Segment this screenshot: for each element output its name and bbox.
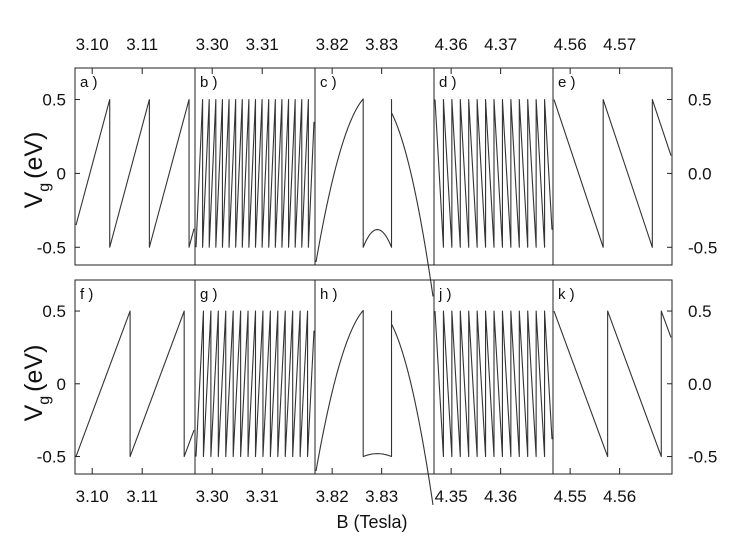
- trace: [553, 310, 672, 458]
- panel-label: b ): [200, 74, 218, 91]
- panel-f: f ): [74, 279, 196, 475]
- trace: [75, 310, 195, 458]
- panel-row-top: a ) b ) c ) d ) e ) 0.5 0.5 0 0.0 -0.5 -0.5: [37, 67, 717, 297]
- panel-e: e ): [552, 67, 673, 266]
- x-tick-label: 3.10: [76, 487, 109, 506]
- panel-label: f ): [80, 286, 93, 303]
- x-tick-label: 3.10: [76, 35, 109, 54]
- y-label-symbol: V: [20, 404, 48, 421]
- panel-frame: [314, 67, 435, 266]
- panel-g: g ): [194, 279, 316, 475]
- panel-frame: [552, 279, 673, 475]
- x-tick-label: 3.83: [365, 35, 398, 54]
- trace: [315, 98, 434, 297]
- top-axis-tick-labels: 3.10 3.11 3.30 3.31 3.82 3.83 4.36 4.37 4.56 4.57: [76, 35, 636, 74]
- x-tick-label: 4.56: [554, 35, 587, 54]
- svg-text:Vg(eV): Vg (eV): [20, 132, 53, 209]
- y-tick-label-right: -0.5: [688, 448, 717, 467]
- trace: [315, 309, 434, 506]
- y-label-symbol: V: [20, 191, 48, 208]
- panel-label: c ): [320, 74, 337, 91]
- trace: [195, 98, 315, 248]
- y-tick-label-right: 0.5: [688, 302, 712, 321]
- y-axis-label-bottom: Vg (eV): [20, 345, 53, 422]
- y-label-subscript: g: [36, 396, 53, 405]
- panel-label: e ): [558, 74, 576, 91]
- x-tick-label: 4.55: [554, 487, 587, 506]
- x-tick-label: 3.82: [316, 35, 349, 54]
- trace: [195, 310, 315, 458]
- y-tick-label-left: 0: [57, 375, 66, 394]
- panel-d: d ): [433, 67, 554, 266]
- x-tick-label: 4.37: [484, 35, 517, 54]
- panel-label: d ): [439, 74, 457, 91]
- x-tick-label: 4.57: [603, 35, 636, 54]
- x-tick-label: 3.31: [246, 35, 279, 54]
- x-tick-label: 3.31: [246, 487, 279, 506]
- panel-h: h ): [314, 279, 435, 506]
- bottom-axis-tick-labels: 3.10 3.11 3.30 3.31 3.82 3.83 4.35 4.36 4.55 4.56: [76, 468, 636, 506]
- x-tick-label: 3.30: [196, 487, 229, 506]
- trace: [434, 98, 553, 248]
- x-tick-label: 3.30: [196, 35, 229, 54]
- x-tick-label: 4.35: [435, 487, 468, 506]
- panel-label: h ): [320, 286, 338, 303]
- y-tick-label-left: 0: [57, 164, 66, 183]
- y-tick-label-left: -0.5: [37, 448, 66, 467]
- panel-frame: [314, 279, 435, 475]
- y-tick-label-left: 0.5: [42, 302, 66, 321]
- x-tick-label: 4.36: [484, 487, 517, 506]
- y-tick-label-right: 0.0: [688, 164, 712, 183]
- y-label-unit: (eV): [20, 345, 48, 392]
- y-tick-label-right: 0.5: [688, 91, 712, 110]
- trace: [75, 98, 195, 248]
- panel-c: c ): [314, 67, 435, 297]
- panel-label: a ): [80, 74, 98, 91]
- y-label-unit: (eV): [20, 132, 48, 179]
- y-tick-label-right: -0.5: [688, 238, 717, 257]
- panel-k: k ): [552, 279, 673, 475]
- x-tick-label: 3.11: [126, 35, 158, 54]
- y-tick-label-left: 0.5: [42, 91, 66, 110]
- panel-j: j ): [433, 279, 554, 475]
- trace: [434, 310, 553, 458]
- x-tick-label: 3.82: [316, 487, 349, 506]
- panel-frame: [552, 67, 673, 266]
- y-tick-label-right: 0.0: [688, 375, 712, 394]
- panel-a: a ): [74, 67, 196, 266]
- panel-label: j ): [438, 286, 452, 303]
- y-axis-label-top: Vg (eV): [20, 132, 53, 209]
- panel-label: g ): [200, 286, 218, 303]
- trace: [553, 98, 672, 248]
- panel-row-bottom: f ) g ) h ) j ) k ) 0.5 0.5 0 0.0 -0.5 -0.5: [37, 279, 717, 506]
- x-tick-label: 3.83: [365, 487, 398, 506]
- panel-frame: [74, 67, 196, 266]
- panel-label: k ): [558, 286, 575, 303]
- x-tick-label: 4.36: [435, 35, 468, 54]
- y-label-subscript: g: [36, 183, 53, 192]
- x-tick-label: 4.56: [603, 487, 636, 506]
- y-tick-label-left: -0.5: [37, 238, 66, 257]
- x-axis-label: B (Tesla): [336, 512, 407, 532]
- panel-b: b ): [194, 67, 316, 266]
- svg-text:Vg(eV): Vg (eV): [20, 345, 53, 422]
- x-tick-label: 3.11: [126, 487, 158, 506]
